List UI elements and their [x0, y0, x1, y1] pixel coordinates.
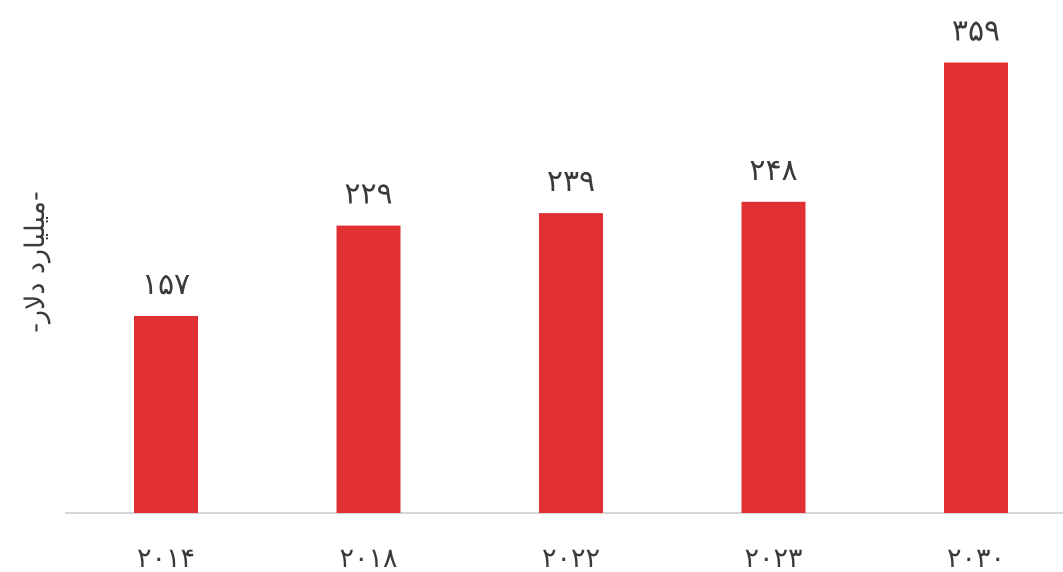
bar-1 [336, 225, 401, 513]
bars-group [134, 62, 1008, 514]
x-tick-label-0: ۲۰۱۴ [137, 543, 195, 572]
data-label-0: ۱۵۷ [142, 267, 190, 302]
bar-4 [944, 62, 1008, 513]
data-label-4: ۳۵۹ [952, 14, 1000, 49]
x-tick-label-2: ۲۰۲۲ [542, 543, 600, 572]
x-tick-label-1: ۲۰۱۸ [339, 543, 397, 572]
data-label-1: ۲۲۹ [344, 177, 392, 212]
tick-labels-group: ۲۰۱۴ ۲۰۱۸ ۲۰۲۲ ۲۰۲۳ ۲۰۳۰ [137, 543, 1005, 572]
bar-3 [741, 201, 806, 514]
bar-2 [539, 213, 603, 513]
x-tick-label-4: ۲۰۳۰ [947, 543, 1005, 572]
bar-0 [134, 316, 198, 513]
x-tick-label-3: ۲۰۲۳ [744, 543, 802, 572]
data-label-3: ۲۴۸ [749, 153, 797, 188]
value-labels-group: ۱۵۷ ۲۲۹ ۲۳۹ ۲۴۸ ۳۵۹ [142, 14, 1000, 303]
y-axis-title: -میلیارد دلار- [20, 191, 51, 333]
data-label-2: ۲۳۹ [547, 164, 595, 199]
